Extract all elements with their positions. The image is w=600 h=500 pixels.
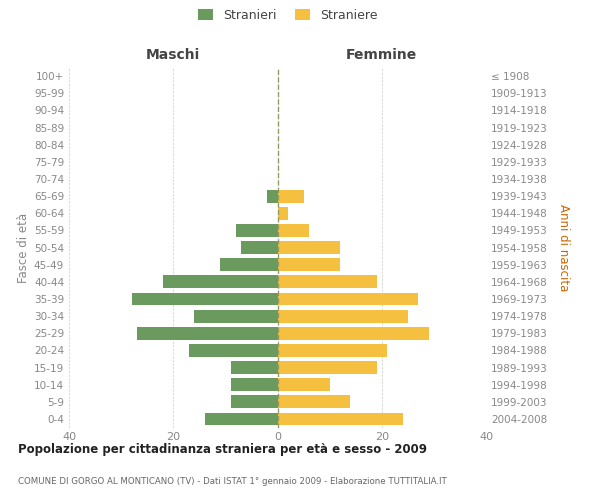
Bar <box>277 207 288 220</box>
Bar <box>230 361 277 374</box>
Text: Femmine: Femmine <box>346 48 418 62</box>
Text: Maschi: Maschi <box>146 48 200 62</box>
Bar <box>277 241 340 254</box>
Bar <box>220 258 277 271</box>
Bar <box>230 378 277 391</box>
Y-axis label: Anni di nascita: Anni di nascita <box>557 204 570 291</box>
Bar <box>277 361 377 374</box>
Bar <box>277 327 428 340</box>
Bar <box>230 396 277 408</box>
Bar <box>277 412 403 426</box>
Text: Popolazione per cittadinanza straniera per età e sesso - 2009: Popolazione per cittadinanza straniera p… <box>18 442 427 456</box>
Bar <box>241 241 277 254</box>
Bar <box>277 378 329 391</box>
Legend: Stranieri, Straniere: Stranieri, Straniere <box>198 8 378 22</box>
Bar <box>267 190 277 202</box>
Bar <box>137 327 277 340</box>
Bar <box>277 344 387 357</box>
Bar <box>163 276 277 288</box>
Bar <box>205 412 277 426</box>
Bar <box>236 224 277 237</box>
Bar <box>277 258 340 271</box>
Bar <box>277 292 418 306</box>
Text: COMUNE DI GORGO AL MONTICANO (TV) - Dati ISTAT 1° gennaio 2009 - Elaborazione TU: COMUNE DI GORGO AL MONTICANO (TV) - Dati… <box>18 478 447 486</box>
Bar <box>277 224 309 237</box>
Bar <box>131 292 277 306</box>
Bar <box>189 344 277 357</box>
Bar <box>277 276 377 288</box>
Bar <box>277 190 304 202</box>
Y-axis label: Fasce di età: Fasce di età <box>17 212 30 282</box>
Bar <box>277 396 350 408</box>
Bar <box>194 310 277 322</box>
Bar <box>277 310 408 322</box>
